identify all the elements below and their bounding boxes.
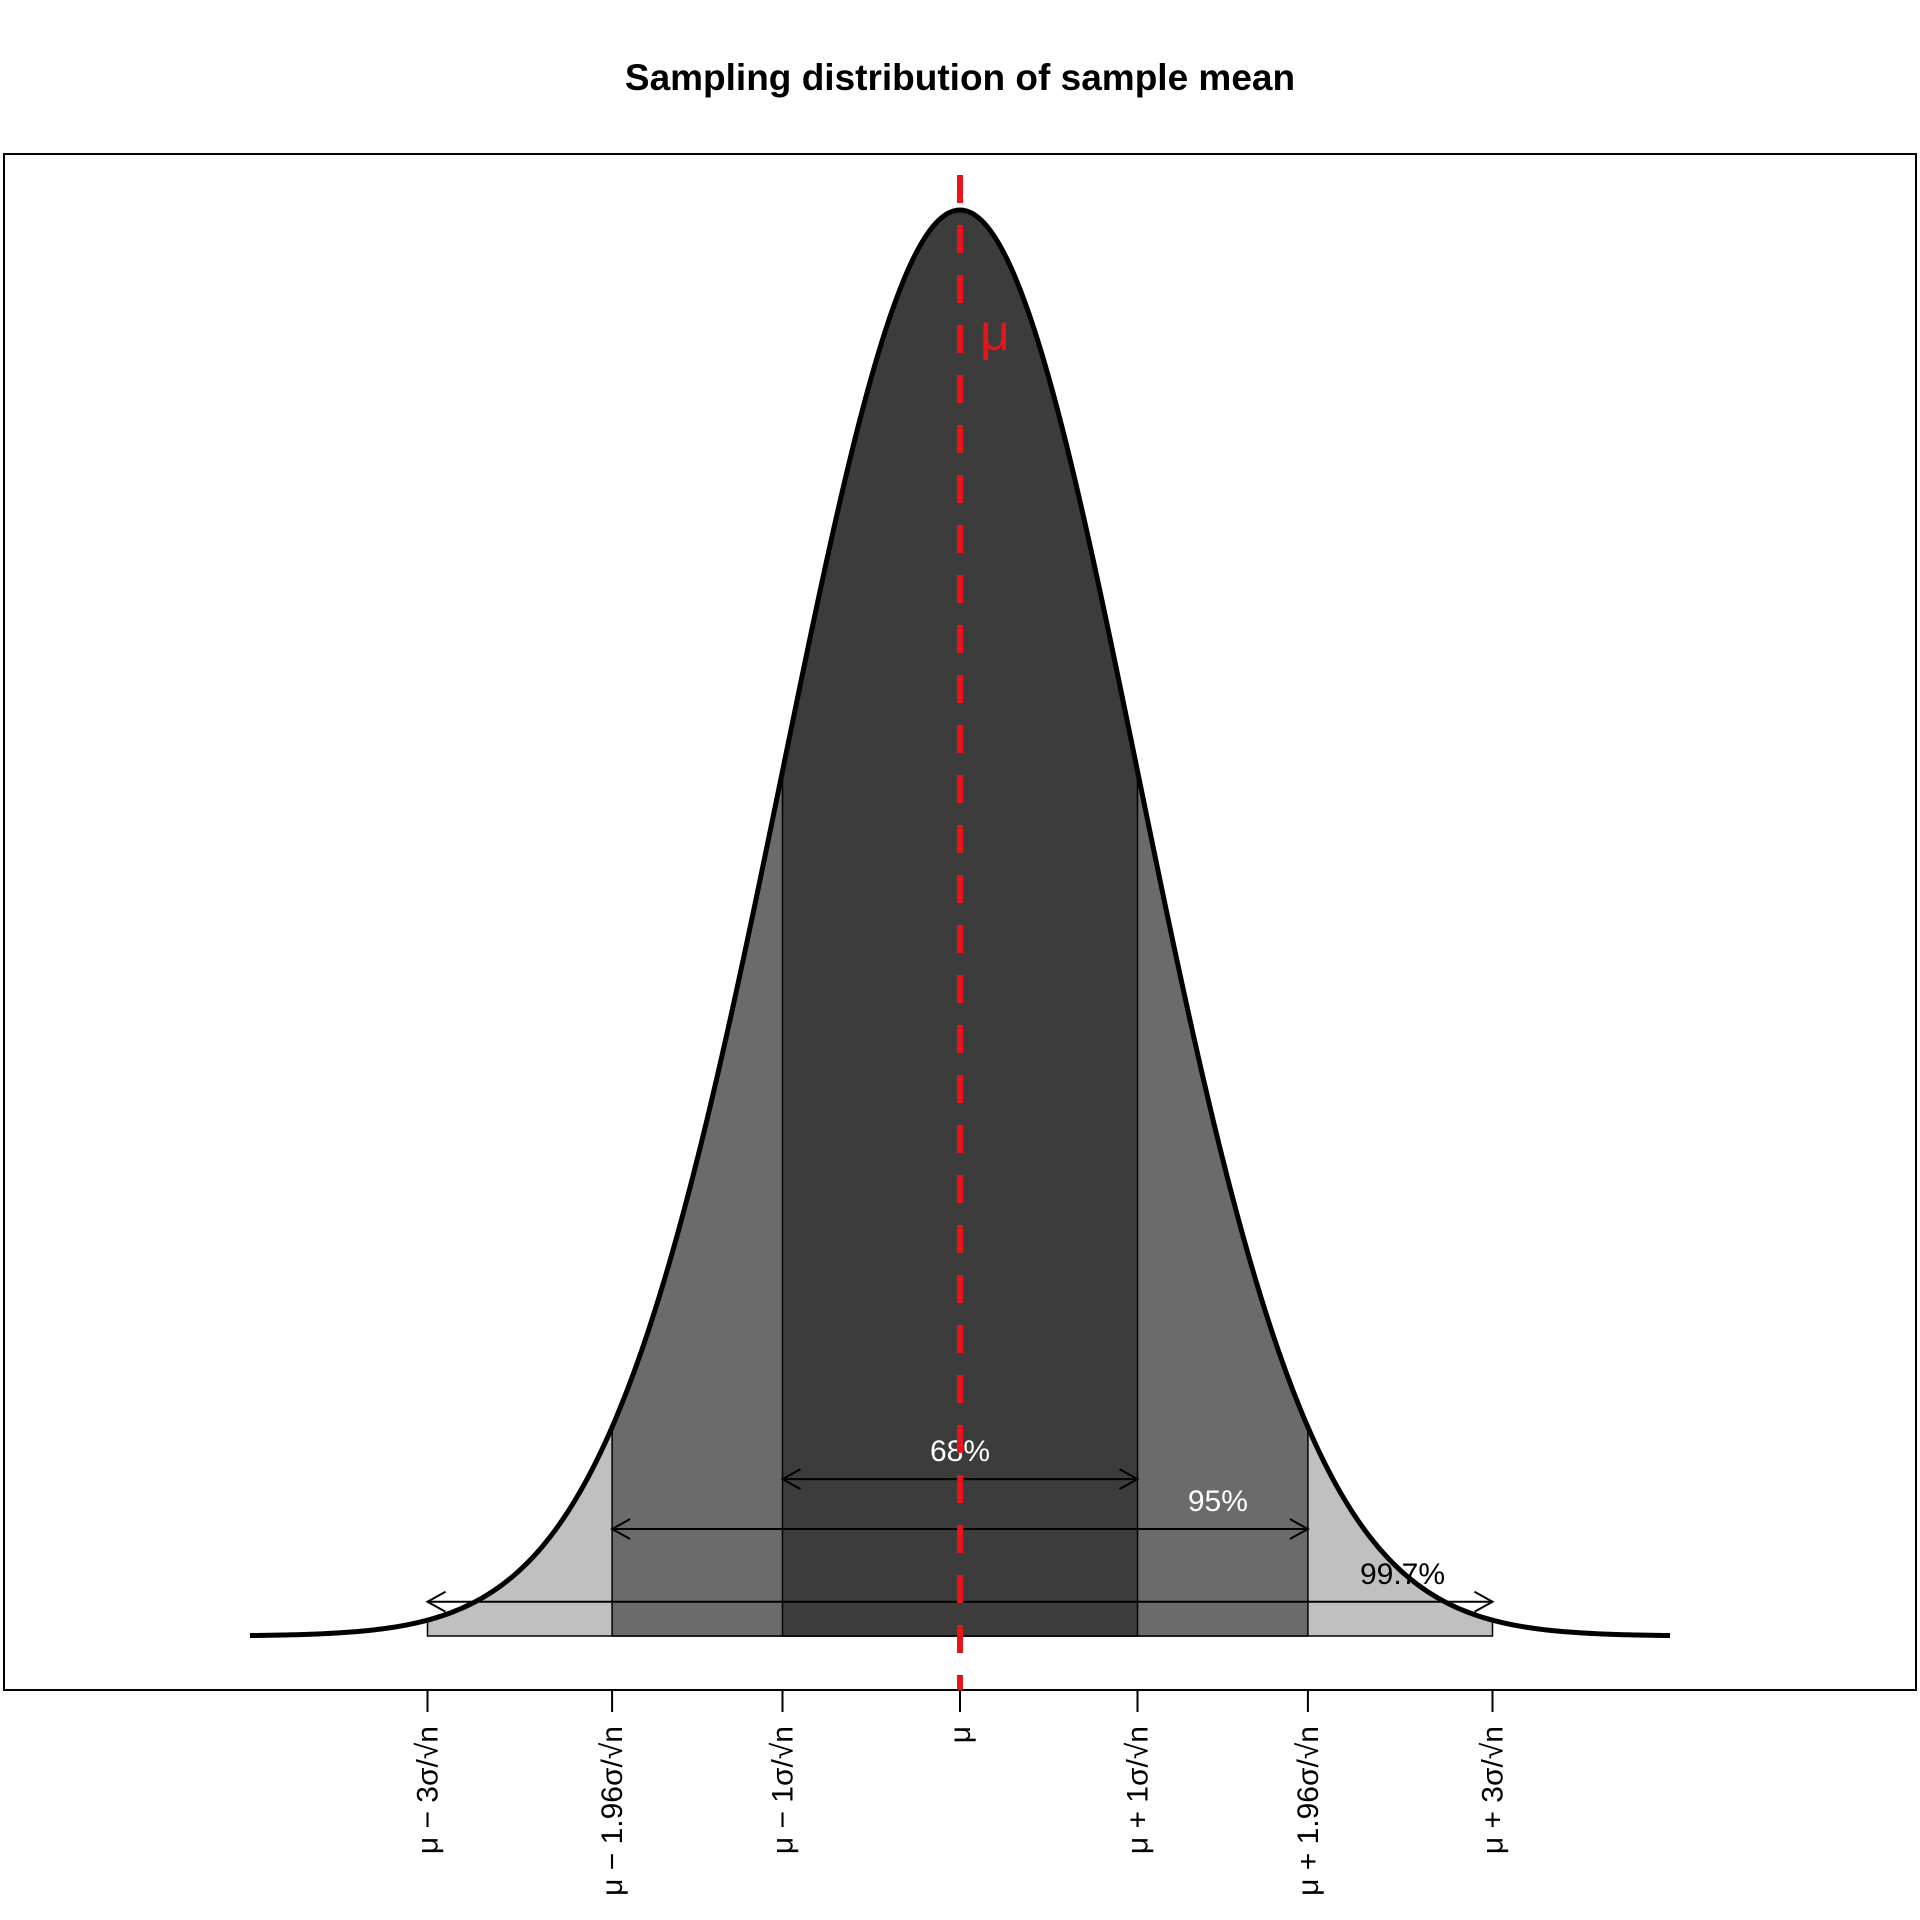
shaded-regions [426,209,1494,1637]
mean-label: μ [980,304,1010,362]
arrow-head-left [610,1518,631,1540]
tick-label-2: μ − 1σ/√n [767,1726,800,1854]
arrow-head-left [780,1468,801,1491]
tick-label-3: μ [944,1726,977,1743]
arrow-head-right [1289,1518,1310,1540]
tick-label-4: μ + 1σ/√n [1122,1726,1155,1854]
interval-label: 99.7% [1360,1558,1445,1591]
arrow-head-right [1119,1468,1140,1491]
tick-label-5: μ + 1.96σ/√n [1292,1726,1325,1896]
tick-label-1: μ − 1.96σ/√n [596,1726,629,1896]
chart-title: Sampling distribution of sample mean [625,57,1295,98]
shaded-region-2 [781,209,1139,1637]
density-curve-layer [249,207,1671,1639]
mean-line-layer: μ [957,175,1010,1690]
tick-label-0: μ − 3σ/√n [412,1726,445,1854]
tick-label-6: μ + 3σ/√n [1477,1726,1510,1854]
density-curve [249,207,1671,1639]
x-axis-ticks: μ − 3σ/√n μ − 1.96σ/√n μ − 1σ/√n μ μ + 1σ/√n… [412,1690,1510,1896]
interval-label: 95% [1188,1485,1248,1518]
arrow-head-left [425,1590,446,1613]
arrow-head-right [1474,1590,1495,1613]
